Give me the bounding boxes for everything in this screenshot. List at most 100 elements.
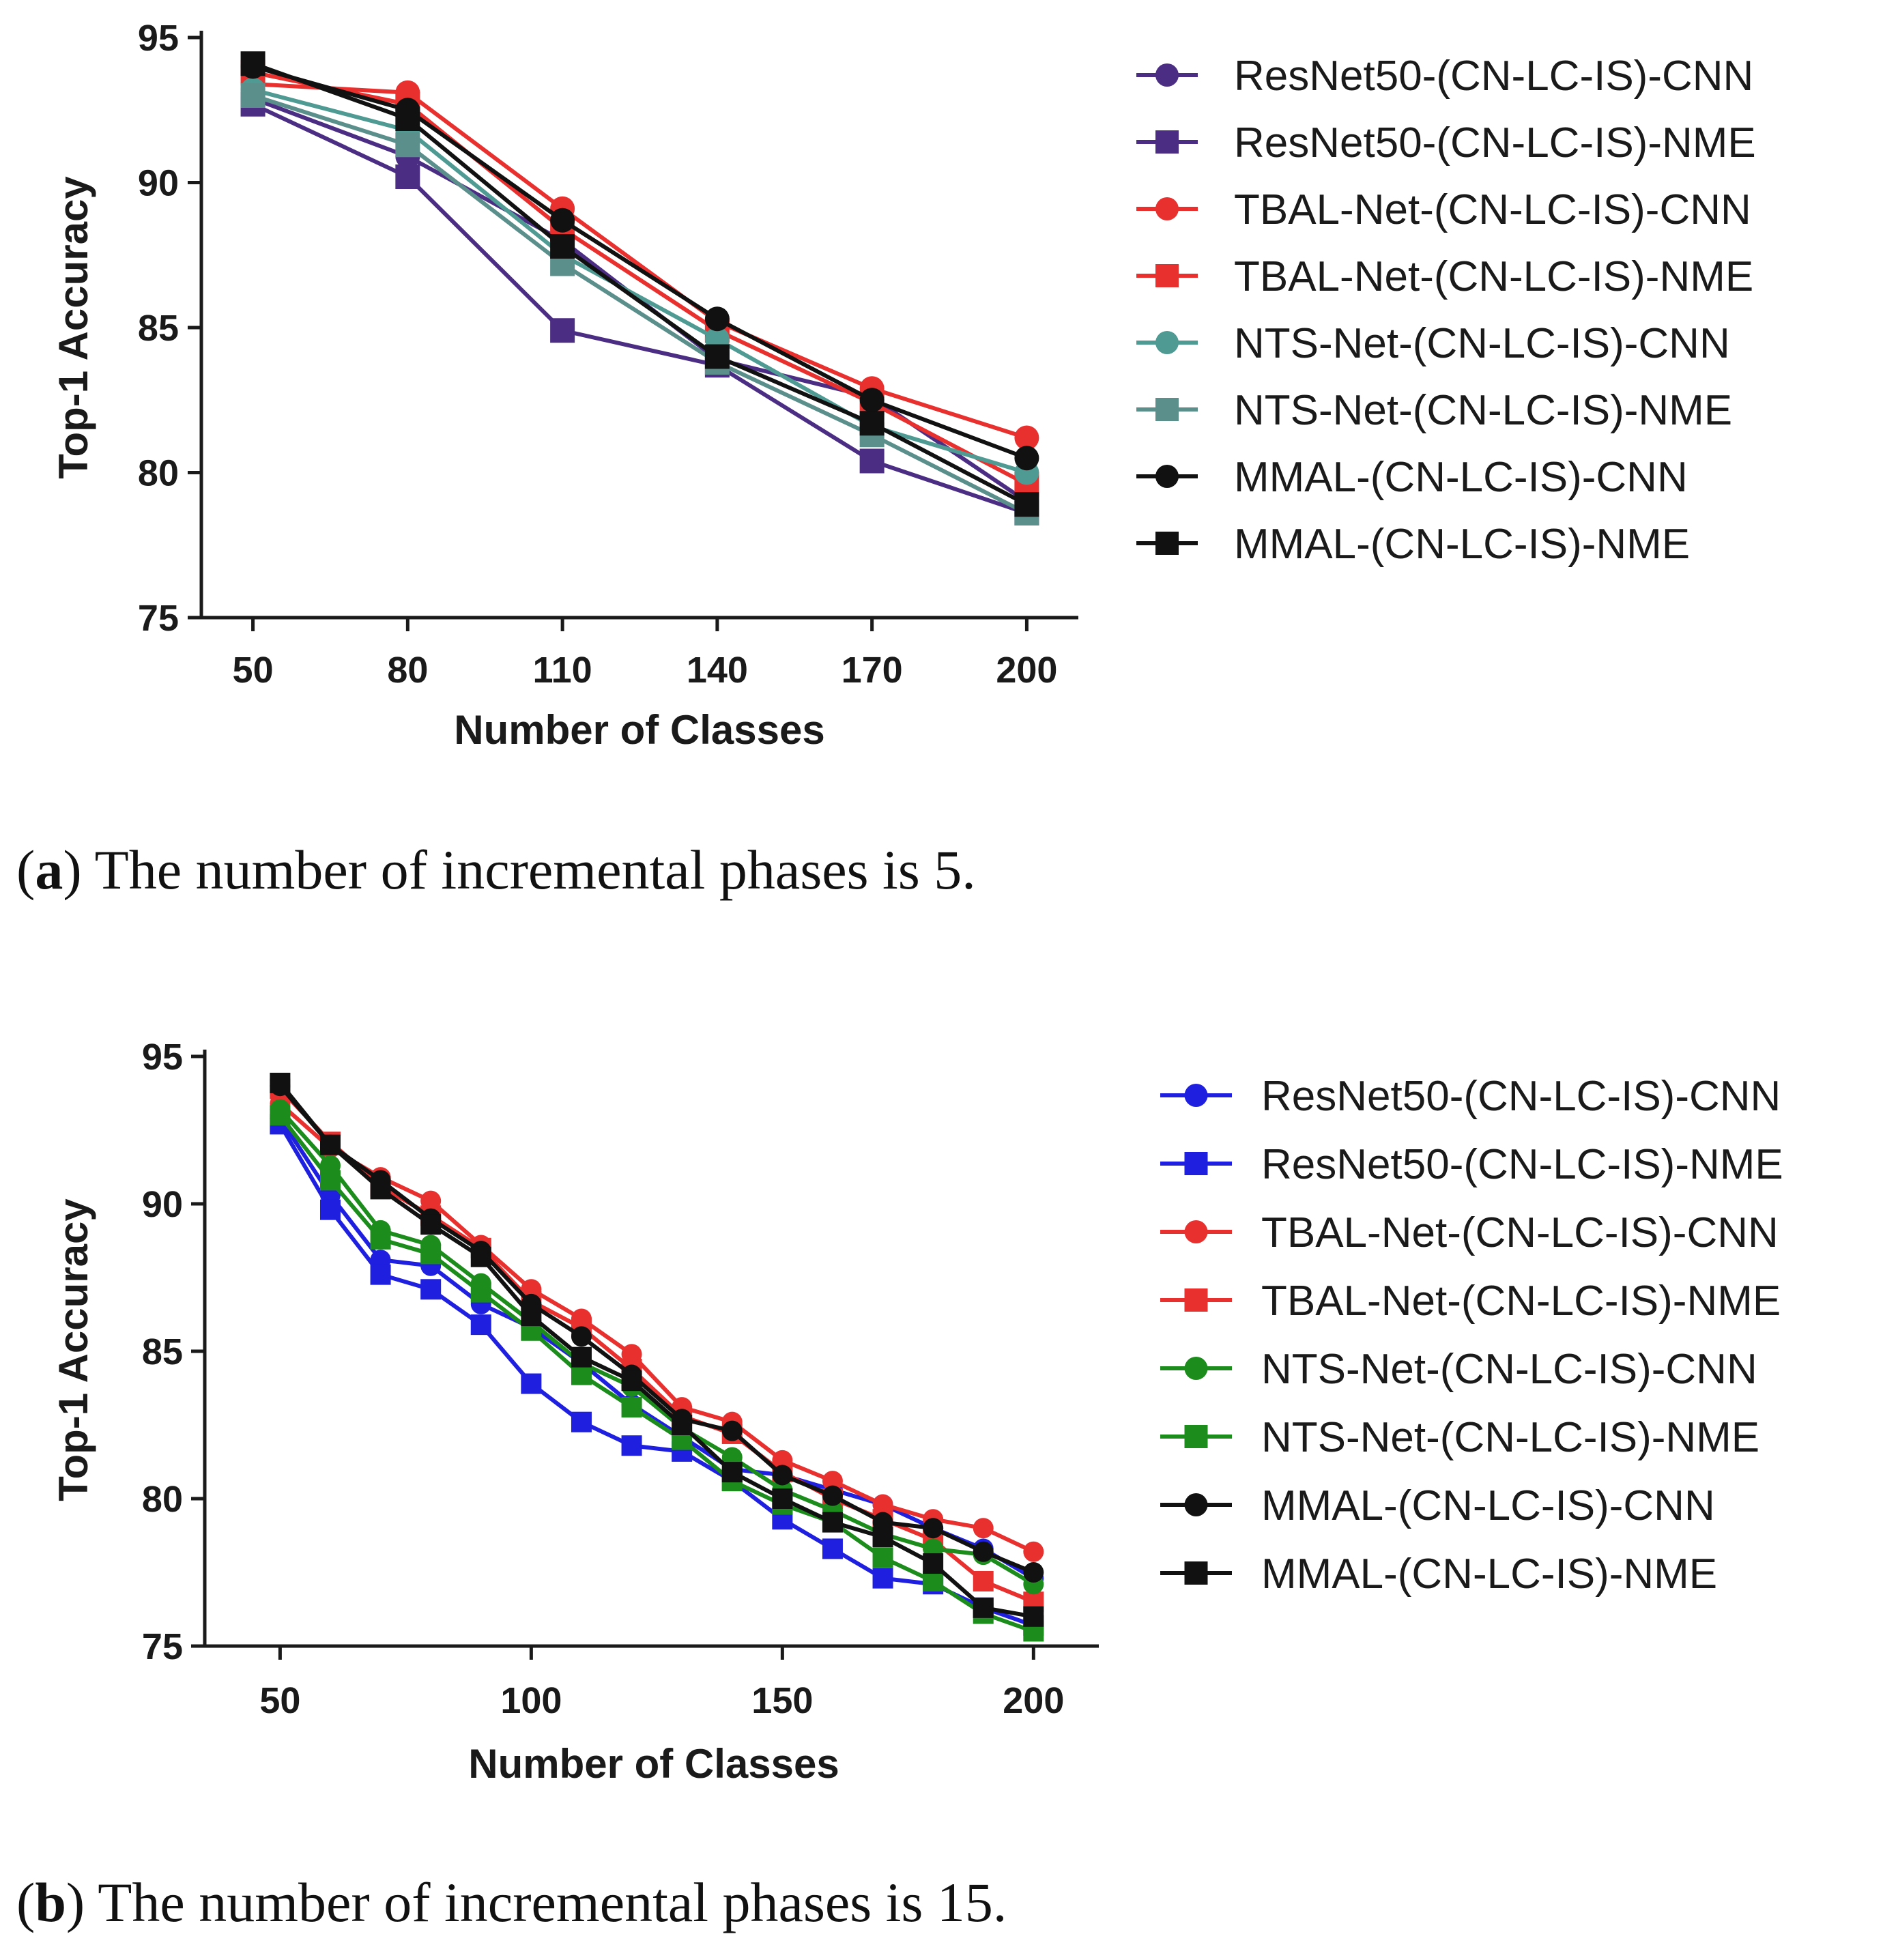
- series-line-4: [252, 70, 1028, 487]
- chart-panel-a: 75 80 85 90 95 50 80 110 140 170 200 Number of Clas…: [16, 18, 1756, 901]
- legend-marker: [1184, 1288, 1208, 1312]
- legend-marker: [1155, 465, 1179, 488]
- data-point: [872, 1527, 893, 1548]
- data-point: [420, 1243, 442, 1265]
- data-point: [550, 234, 575, 259]
- data-point: [1023, 1562, 1044, 1583]
- legend-label: TBAL-Net-(CN-LC-IS)-CNN: [1234, 186, 1751, 233]
- x-tick-label: 200: [1003, 1680, 1064, 1721]
- legend-marker: [1155, 63, 1179, 87]
- y-tick-label: 80: [138, 453, 179, 494]
- caption-paren-open: (: [16, 839, 35, 901]
- x-tick-label: 50: [259, 1680, 300, 1721]
- series-line-3: [278, 1101, 1035, 1554]
- data-point: [859, 388, 885, 413]
- data-point: [621, 1370, 642, 1392]
- data-point: [370, 1179, 391, 1200]
- data-point: [721, 1462, 743, 1483]
- data-point: [521, 1373, 542, 1394]
- data-point: [420, 1279, 442, 1300]
- data-point: [319, 1199, 341, 1220]
- data-point: [1014, 492, 1039, 517]
- y-tick-label: 90: [138, 163, 179, 204]
- data-point: [395, 132, 420, 158]
- data-point: [923, 1518, 944, 1539]
- data-point: [822, 1538, 843, 1559]
- x-axis-title: Number of Classes: [454, 707, 825, 753]
- legend-label: NTS-Net-(CN-LC-IS)-CNN: [1234, 320, 1730, 367]
- data-point: [973, 1597, 994, 1618]
- legend-label: NTS-Net-(CN-LC-IS)-CNN: [1261, 1346, 1757, 1393]
- data-point: [240, 83, 265, 108]
- x-tick-label: 50: [233, 650, 274, 691]
- data-point: [1023, 1606, 1044, 1627]
- data-point: [550, 318, 575, 343]
- y-tick-label: 85: [142, 1331, 183, 1372]
- data-point: [1014, 425, 1039, 450]
- series-line-8: [252, 61, 1028, 506]
- legend-marker: [1184, 1425, 1208, 1448]
- data-point: [621, 1397, 642, 1418]
- data-point: [470, 1282, 491, 1303]
- data-point: [420, 1214, 442, 1235]
- data-point: [859, 448, 885, 474]
- legend-label: TBAL-Net-(CN-LC-IS)-CNN: [1261, 1209, 1779, 1256]
- data-point: [395, 106, 420, 131]
- y-tick-label: 90: [142, 1184, 183, 1225]
- x-tick-label: 80: [387, 650, 428, 691]
- series-line-5: [252, 87, 1028, 475]
- data-point: [270, 1072, 291, 1093]
- data-point: [822, 1512, 843, 1533]
- series-line-6: [252, 93, 1028, 515]
- data-point: [550, 207, 575, 233]
- y-tick-label: 85: [138, 308, 179, 349]
- legend-label: NTS-Net-(CN-LC-IS)-NME: [1261, 1414, 1759, 1461]
- series-line-5: [278, 1108, 1035, 1586]
- figure-caption: (a) The number of incremental phases is …: [16, 839, 976, 901]
- legend-marker: [1155, 331, 1179, 354]
- legend-marker: [1184, 1561, 1208, 1585]
- legend-marker: [1155, 398, 1179, 421]
- legend-label: ResNet50-(CN-LC-IS)-NME: [1261, 1141, 1783, 1188]
- x-tick-label: 200: [996, 650, 1057, 691]
- data-point: [470, 1246, 491, 1267]
- legend-marker: [1155, 130, 1179, 154]
- legend-label: ResNet50-(CN-LC-IS)-NME: [1234, 119, 1756, 167]
- chart-panel-b: 75 80 85 90 95 50 100 150 200 Number of Classes To…: [16, 1037, 1783, 1933]
- caption-letter: a: [35, 839, 63, 901]
- legend-label: TBAL-Net-(CN-LC-IS)-NME: [1234, 253, 1753, 300]
- caption-letter: b: [35, 1871, 66, 1933]
- data-point: [772, 1465, 793, 1486]
- series-line-7: [278, 1084, 1035, 1574]
- data-point: [319, 1170, 341, 1191]
- data-point: [621, 1435, 642, 1456]
- legend-label: ResNet50-(CN-LC-IS)-CNN: [1234, 53, 1753, 100]
- data-point: [270, 1105, 291, 1126]
- x-tick-label: 150: [751, 1680, 813, 1721]
- x-tick-label: 170: [842, 650, 903, 691]
- data-point: [571, 1346, 592, 1368]
- data-point: [704, 306, 730, 332]
- data-point: [923, 1570, 944, 1591]
- legend-marker: [1184, 1220, 1208, 1243]
- data-point: [704, 344, 730, 369]
- data-point: [1014, 446, 1039, 471]
- y-axis-title: Top-1 Accuracy: [51, 176, 96, 479]
- data-point: [973, 1541, 994, 1562]
- x-tick-label: 140: [687, 650, 748, 691]
- data-point: [470, 1314, 491, 1336]
- legend-marker: [1184, 1357, 1208, 1380]
- legend-label: MMAL-(CN-LC-IS)-CNN: [1234, 454, 1688, 501]
- data-point: [521, 1306, 542, 1327]
- data-point: [721, 1420, 743, 1441]
- legend-label: ResNet50-(CN-LC-IS)-CNN: [1261, 1073, 1781, 1120]
- data-point: [923, 1553, 944, 1574]
- y-axis-title: Top-1 Accuracy: [51, 1198, 96, 1501]
- caption-text: The number of incremental phases is 5.: [95, 839, 976, 901]
- legend-marker: [1155, 264, 1179, 287]
- caption-paren-close: ): [63, 839, 94, 901]
- y-tick-label: 95: [138, 18, 179, 59]
- series-line-8: [278, 1081, 1034, 1619]
- data-point: [370, 1264, 391, 1285]
- series-line-3: [253, 82, 1028, 440]
